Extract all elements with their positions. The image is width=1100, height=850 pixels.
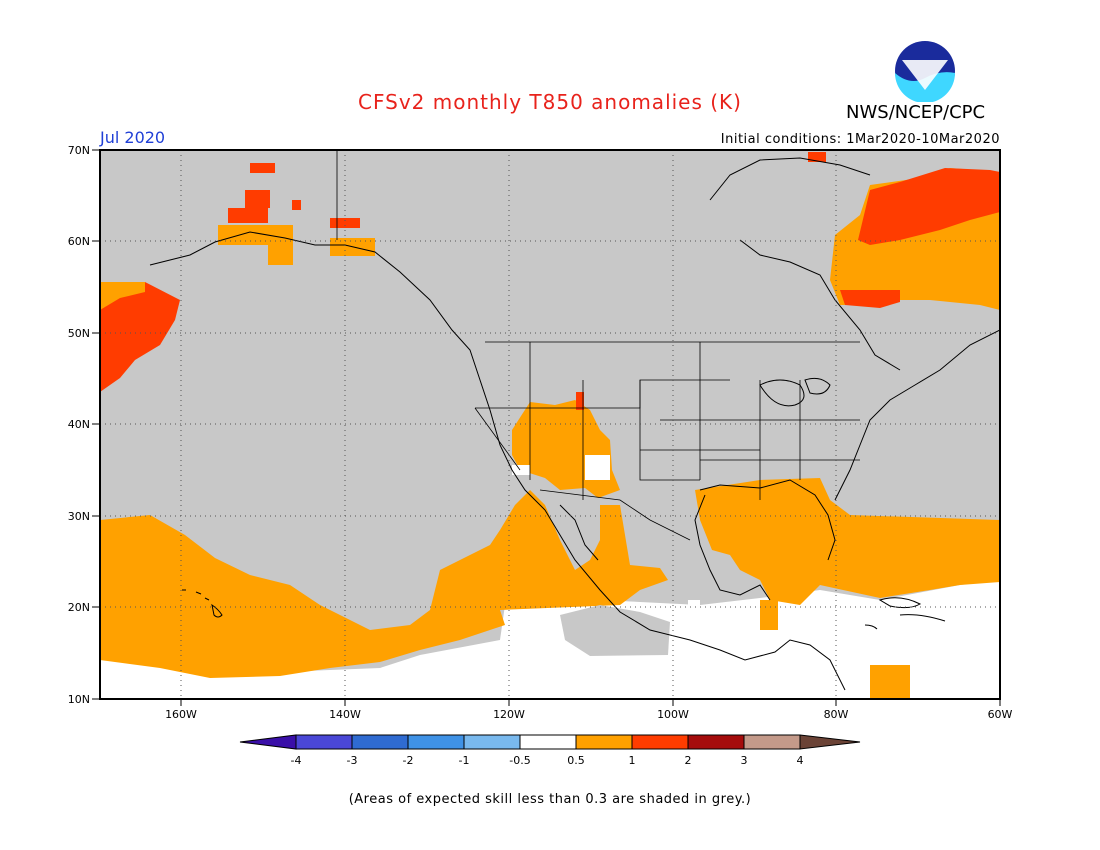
legend-tick: 1 — [629, 754, 636, 767]
lat-label: 30N — [68, 510, 90, 523]
legend-tick: -2 — [403, 754, 414, 767]
lon-label: 60W — [988, 708, 1013, 721]
legend-swatch — [351, 734, 409, 750]
lon-label: 120W — [493, 708, 525, 721]
legend-swatch — [575, 734, 633, 750]
legend-tick: 3 — [741, 754, 748, 767]
legend-swatch — [631, 734, 689, 750]
legend-tick: -3 — [347, 754, 358, 767]
skill-footnote: (Areas of expected skill less than 0.3 a… — [348, 792, 752, 807]
noaa-logo — [895, 41, 955, 102]
lon-label: 80W — [824, 708, 849, 721]
legend-swatch — [743, 734, 801, 750]
color-legend — [239, 734, 861, 750]
lat-label: 50N — [68, 327, 90, 340]
pacific-anomaly-area — [100, 490, 668, 678]
chart-title: CFSv2 monthly T850 anomalies (K) — [358, 90, 742, 114]
lat-label: 20N — [68, 601, 90, 614]
coastlines — [149, 157, 1000, 691]
initial-conditions-label: Initial conditions: 1Mar2020-10Mar2020 — [720, 132, 1000, 147]
legend-tick: -0.5 — [509, 754, 530, 767]
lon-label: 160W — [165, 708, 197, 721]
legend-swatch — [799, 734, 861, 750]
legend-tick: -1 — [459, 754, 470, 767]
legend-tick: 0.5 — [567, 754, 585, 767]
legend-swatch — [463, 734, 521, 750]
legend-swatch — [239, 734, 297, 750]
legend-tick: 4 — [797, 754, 804, 767]
lat-label: 40N — [68, 418, 90, 431]
lon-label: 140W — [329, 708, 361, 721]
legend-swatch — [295, 734, 353, 750]
legend-swatch — [519, 734, 577, 750]
legend-swatch — [407, 734, 465, 750]
legend-tick: -4 — [291, 754, 302, 767]
legend-tick: 2 — [685, 754, 692, 767]
lat-label: 70N — [68, 144, 90, 157]
political-borders — [336, 150, 860, 541]
lat-label: 10N — [68, 693, 90, 706]
gulf-anomaly-area — [695, 478, 1000, 605]
lat-label: 60N — [68, 235, 90, 248]
legend-swatch — [687, 734, 745, 750]
agency-label: NWS/NCEP/CPC — [846, 102, 986, 123]
lon-label: 100W — [657, 708, 689, 721]
graticule — [100, 150, 1000, 699]
northwest-anomaly-area — [100, 282, 180, 392]
month-label: Jul 2020 — [100, 128, 166, 147]
